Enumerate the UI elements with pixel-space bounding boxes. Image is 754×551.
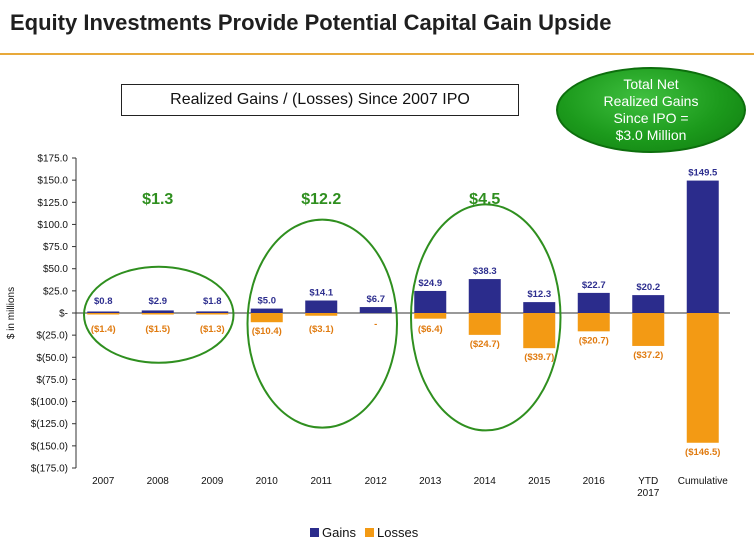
gain-bar (632, 295, 665, 313)
loss-bar (250, 313, 283, 323)
x-tick-label: YTD (638, 476, 658, 487)
gain-bar (359, 307, 392, 313)
gain-bar (523, 302, 556, 313)
x-tick-label: 2008 (147, 476, 170, 487)
axis-layer: $175.0 $150.0 $125.0 $100.0 $75.0 $50.0 $25.0 $… (6, 154, 730, 499)
loss-data-label: ($24.7) (470, 339, 500, 350)
gain-bar (468, 279, 501, 313)
loss-data-label: ($20.7) (579, 335, 609, 346)
y-tick-label: $(25.0) (36, 331, 68, 342)
y-tick-label: $100.0 (37, 220, 68, 231)
gain-data-label: $20.2 (636, 282, 660, 293)
gain-data-label: $0.8 (94, 296, 113, 307)
y-tick-label: $(150.0) (31, 441, 68, 452)
gain-data-label: $22.7 (582, 280, 606, 291)
y-tick-label: $125.0 (37, 198, 68, 209)
gain-data-label: $5.0 (258, 296, 277, 307)
loss-bar (141, 313, 174, 315)
loss-data-label: ($39.7) (524, 352, 554, 363)
legend-label: Losses (377, 525, 419, 540)
gain-data-label: $2.9 (149, 296, 168, 307)
title-divider (0, 53, 754, 55)
gain-data-label: $12.3 (527, 289, 551, 300)
legend: Gains Losses (310, 525, 419, 540)
loss-bar (632, 313, 665, 346)
gain-bar (686, 180, 719, 313)
loss-bar (577, 313, 610, 332)
gain-bar (305, 300, 338, 313)
gain-data-label: $14.1 (309, 288, 333, 299)
loss-data-label: ($6.4) (418, 324, 443, 335)
gain-bar (87, 311, 120, 313)
y-tick-label: $(175.0) (31, 464, 68, 475)
y-tick-label: $75.0 (43, 242, 68, 253)
loss-bar (305, 313, 338, 316)
gain-bar (141, 310, 174, 313)
legend-swatch (365, 528, 374, 537)
gain-data-label: $38.3 (473, 266, 497, 277)
loss-bar (414, 313, 447, 319)
total-net-gains-callout: Total Net Realized Gains Since IPO = $3.… (556, 67, 746, 153)
y-tick-label: $175.0 (37, 154, 68, 165)
legend-swatch (310, 528, 319, 537)
y-tick-label: $(75.0) (36, 375, 68, 386)
group-oval (410, 203, 562, 432)
gain-data-label: $6.7 (367, 294, 386, 305)
x-tick-label: 2015 (528, 476, 551, 487)
gain-data-label: $24.9 (418, 278, 442, 289)
y-tick-label: $150.0 (37, 176, 68, 187)
callout-text: Total Net Realized Gains Since IPO = $3.… (603, 76, 699, 143)
loss-data-label: ($10.4) (252, 326, 282, 337)
x-tick-label: 2012 (365, 476, 388, 487)
gain-bar (577, 292, 610, 313)
group-total-label: $12.2 (301, 191, 341, 208)
loss-bar (523, 313, 556, 349)
x-tick-label: 2013 (419, 476, 442, 487)
loss-bar (468, 313, 501, 335)
gain-data-label: $149.5 (688, 168, 718, 179)
y-axis-title: $ in millions (6, 287, 17, 339)
chart-subtitle: Realized Gains / (Losses) Since 2007 IPO (121, 84, 519, 116)
y-tick-label: $- (59, 309, 68, 320)
group-total-label: $1.3 (142, 191, 173, 208)
x-tick-label: 2007 (92, 476, 115, 487)
gain-data-label: $1.8 (203, 296, 222, 307)
x-tick-label: 2017 (637, 488, 660, 499)
loss-data-label: - (374, 319, 377, 330)
loss-bar (196, 313, 229, 315)
group-oval (83, 265, 235, 364)
y-tick-label: $(50.0) (36, 353, 68, 364)
data-labels: $0.8 $2.9 $1.8 $5.0 $14.1 $6.7 $24.9 $38.3 $12.3… (91, 168, 721, 458)
y-tick-label: $50.0 (43, 264, 68, 275)
loss-bar (686, 313, 719, 443)
group-total-label: $4.5 (469, 191, 500, 208)
x-tick-label: 2009 (201, 476, 224, 487)
gain-bar (414, 290, 447, 313)
x-tick-label: 2010 (256, 476, 279, 487)
gain-bar (196, 311, 229, 313)
group-oval (246, 218, 398, 429)
x-tick-label: Cumulative (678, 476, 728, 487)
x-tick-label: 2011 (310, 476, 332, 487)
loss-data-label: ($1.3) (200, 324, 225, 335)
x-tick-label: 2014 (474, 476, 497, 487)
gain-bar (250, 308, 283, 313)
loss-data-label: ($37.2) (633, 350, 663, 361)
loss-data-label: ($146.5) (685, 447, 720, 458)
page-title: Equity Investments Provide Potential Cap… (10, 10, 612, 35)
y-tick-label: $(125.0) (31, 419, 68, 430)
y-tick-label: $(100.0) (31, 397, 68, 408)
loss-data-label: ($1.4) (91, 324, 116, 335)
loss-data-label: ($1.5) (145, 324, 170, 335)
x-tick-label: 2016 (583, 476, 606, 487)
loss-bar (87, 313, 120, 315)
legend-label: Gains (322, 525, 356, 540)
y-tick-label: $25.0 (43, 286, 68, 297)
group-annotations: $1.3 $12.2 $4.5 (83, 191, 562, 432)
loss-data-label: ($3.1) (309, 324, 334, 335)
bar-layer (87, 180, 719, 443)
